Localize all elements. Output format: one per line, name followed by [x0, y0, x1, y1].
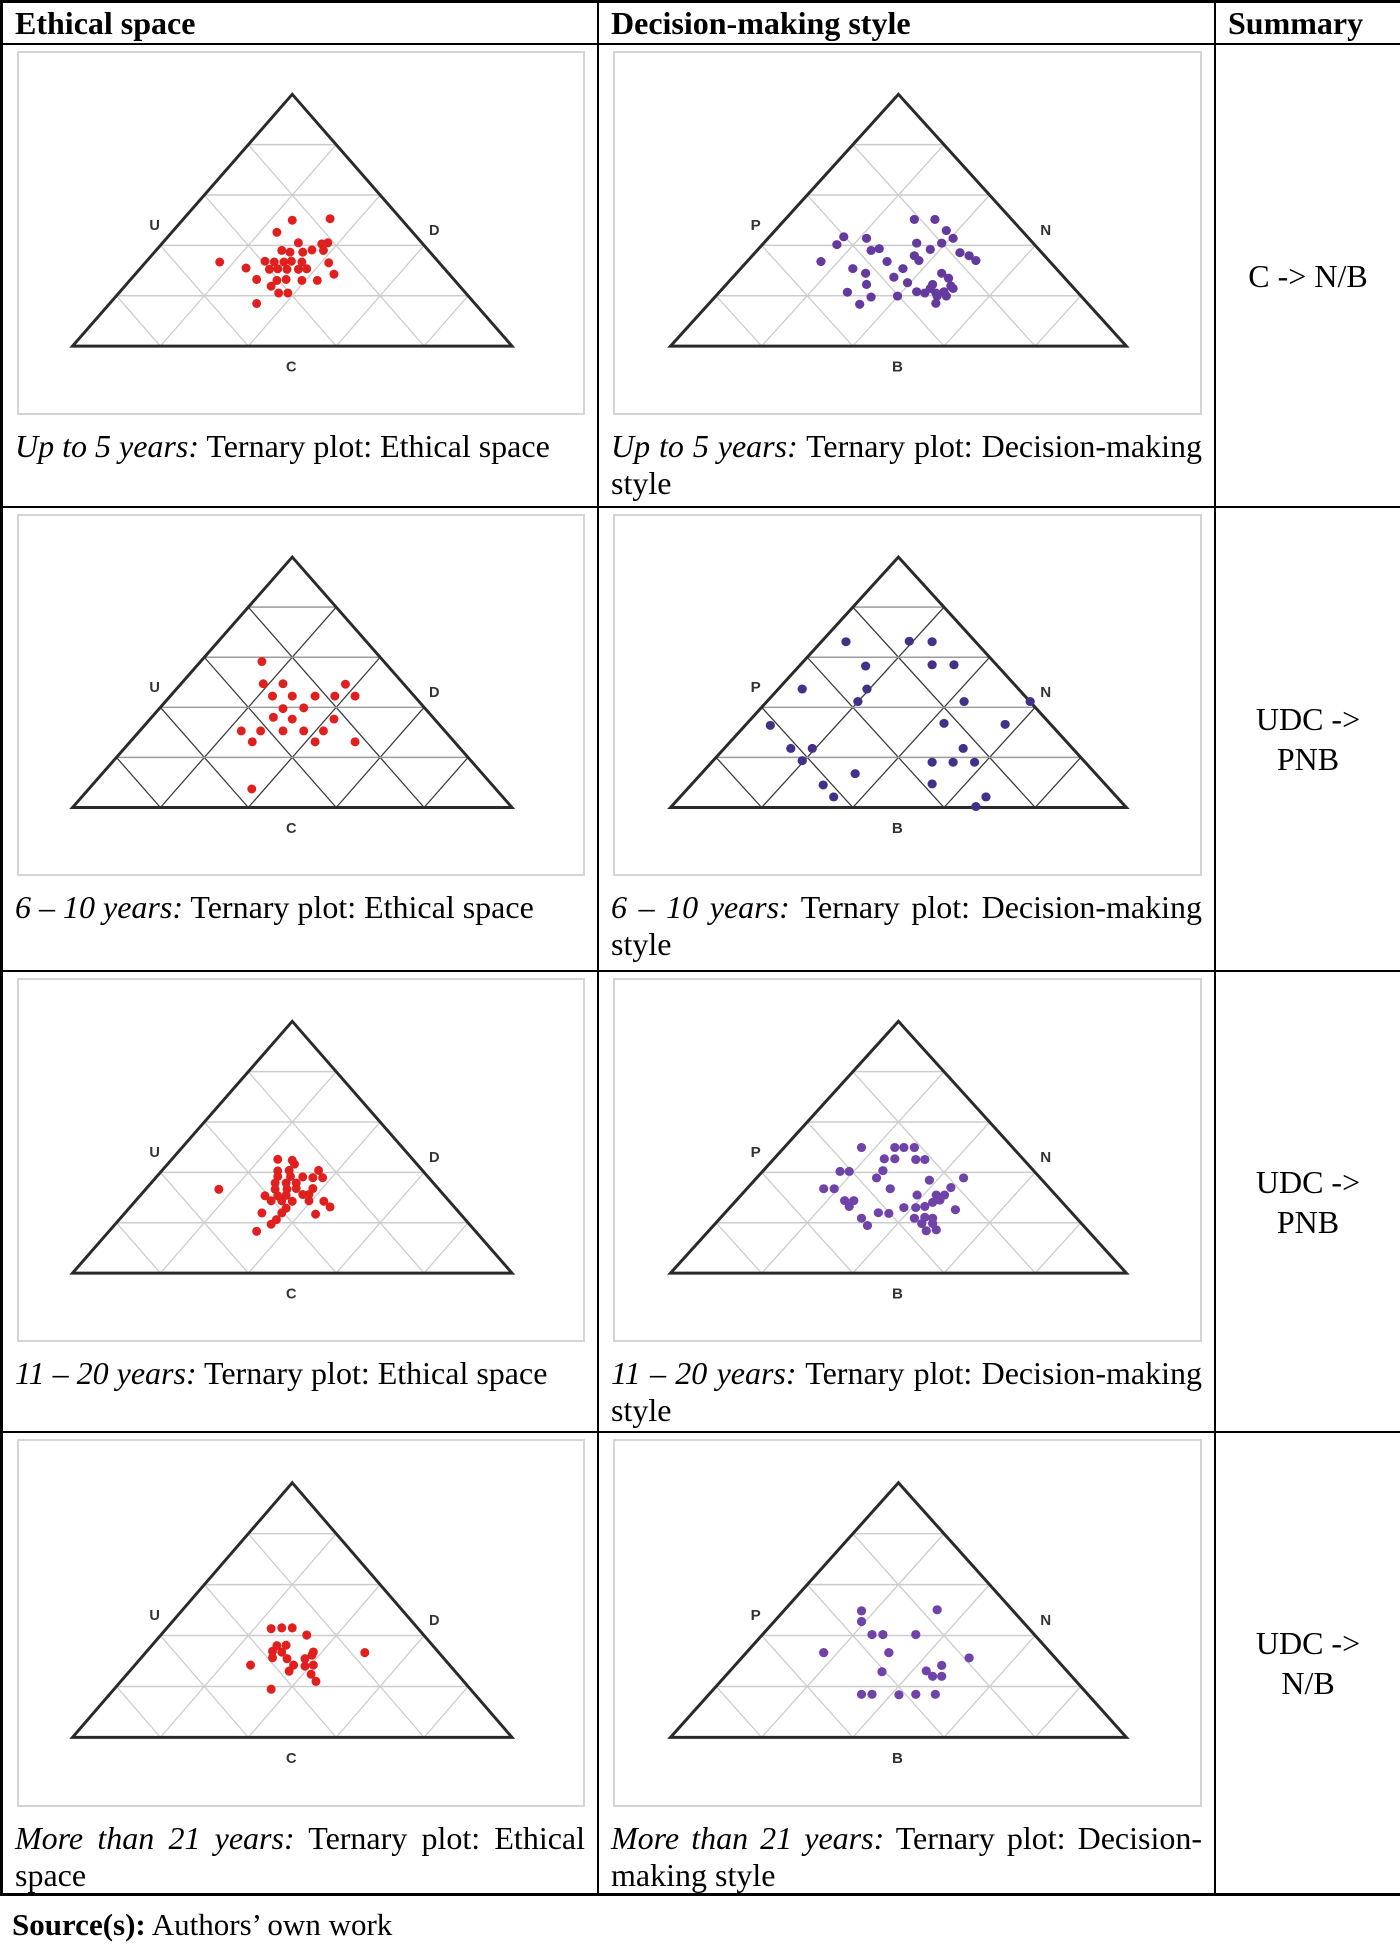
ternary-plot-ethical-space-more-than-21-years: U D C: [17, 1439, 585, 1807]
plot-cell-decision-style-more-than-21-years: P N B: [599, 1433, 1216, 1816]
plot-cell-ethical-space-6-10-years: U D C: [3, 508, 599, 885]
data-points: [214, 1154, 335, 1236]
axis-label-right: D: [429, 1150, 440, 1166]
plot-cell-ethical-space-11-20-years: U D C: [3, 972, 599, 1351]
summary-cell-more-than-21-years: UDC -> N/B: [1216, 1433, 1400, 1893]
caption-period: More than 21 years:: [611, 1820, 885, 1856]
summary-line: N/B: [1281, 1665, 1335, 1701]
axis-label-bottom: B: [892, 1286, 903, 1303]
caption-ethical-space-11-20-years: 11 – 20 years: Ternary plot: Ethical spa…: [3, 1351, 599, 1433]
summary-cell-6-10-years: UDC -> PNB: [1216, 508, 1400, 972]
axis-label-bottom: B: [892, 821, 903, 837]
summary-line: PNB: [1276, 1203, 1340, 1240]
source-text: Authors’ own work: [145, 1907, 393, 1942]
axis-label-bottom: C: [286, 1287, 297, 1303]
data-points: [215, 214, 339, 309]
ternary-plot-ethical-space-up-to-5-years: U D C: [17, 51, 585, 415]
axis-label-left: P: [751, 1144, 761, 1161]
axis-label-left: U: [149, 1608, 160, 1624]
caption-ethical-space-6-10-years: 6 – 10 years: Ternary plot: Ethical spac…: [3, 885, 599, 972]
axis-label-bottom: B: [892, 1750, 903, 1767]
caption-period: Up to 5 years:: [611, 428, 798, 464]
axis-label-left: P: [751, 217, 761, 234]
caption-period: 11 – 20 years:: [611, 1355, 797, 1391]
column-header-decision-making-style: Decision-making style: [599, 3, 1216, 45]
summary-line: C -> N/B: [1248, 257, 1368, 294]
source-note: Source(s): Authors’ own work: [0, 1896, 1400, 1943]
results-table: Ethical space Decision-making style Summ…: [0, 0, 1400, 1896]
axis-label-left: P: [751, 680, 761, 696]
caption-text: Ternary plot: Decision-making style: [611, 428, 1203, 501]
axis-label-right: N: [1040, 222, 1051, 239]
plot-cell-decision-style-up-to-5-years: P N B: [599, 45, 1216, 424]
axis-label-left: U: [149, 1145, 160, 1161]
axis-label-bottom: C: [286, 360, 297, 376]
summary-cell-up-to-5-years: C -> N/B: [1216, 45, 1400, 508]
data-points: [246, 1623, 370, 1694]
caption-ethical-space-more-than-21-years: More than 21 years: Ternary plot: Ethica…: [3, 1816, 599, 1893]
caption-period: 6 – 10 years:: [611, 889, 790, 925]
caption-period: 6 – 10 years:: [15, 889, 183, 925]
axis-label-right: D: [429, 685, 440, 701]
axis-label-right: N: [1040, 1612, 1051, 1629]
axis-label-left: U: [149, 218, 160, 234]
caption-ethical-space-up-to-5-years: Up to 5 years: Ternary plot: Ethical spa…: [3, 424, 599, 508]
caption-period: More than 21 years:: [15, 1820, 295, 1856]
ternary-plot-ethical-space-11-20-years: U D C: [17, 978, 585, 1342]
source-label: Source(s):: [12, 1907, 146, 1942]
plot-cell-ethical-space-more-than-21-years: U D C: [3, 1433, 599, 1816]
data-points: [236, 657, 360, 794]
caption-text: Ternary plot: Decision-making style: [611, 889, 1203, 962]
ternary-plot-decision-style-6-10-years: P N B: [613, 514, 1202, 876]
caption-text: Ternary plot: Ethical space: [198, 428, 550, 464]
caption-decision-style-6-10-years: 6 – 10 years: Ternary plot: Decision-mak…: [599, 885, 1216, 972]
axis-label-left: U: [149, 680, 160, 696]
caption-period: 11 – 20 years:: [15, 1355, 197, 1391]
caption-decision-style-up-to-5-years: Up to 5 years: Ternary plot: Decision-ma…: [599, 424, 1216, 508]
ternary-plot-ethical-space-6-10-years: U D C: [17, 514, 585, 876]
column-header-ethical-space: Ethical space: [3, 3, 599, 45]
ternary-plot-decision-style-more-than-21-years: P N B: [613, 1439, 1202, 1807]
summary-line: UDC ->: [1255, 1625, 1361, 1661]
data-points: [819, 1142, 969, 1236]
data-points: [816, 214, 981, 309]
axis-label-right: N: [1040, 1149, 1051, 1166]
caption-text: Ternary plot: Decision-making style: [611, 1355, 1203, 1428]
axis-label-bottom: B: [892, 359, 903, 376]
summary-line: PNB: [1276, 741, 1340, 777]
axis-label-bottom: C: [286, 1751, 297, 1767]
caption-period: Up to 5 years:: [15, 428, 199, 464]
summary-line: UDC ->: [1255, 1163, 1361, 1200]
axis-label-right: D: [429, 1613, 440, 1629]
caption-text: Ternary plot: Ethical space: [15, 1820, 586, 1893]
ternary-plot-decision-style-up-to-5-years: P N B: [613, 51, 1202, 415]
summary-line: UDC ->: [1255, 701, 1361, 737]
plot-cell-decision-style-11-20-years: P N B: [599, 972, 1216, 1351]
axis-label-right: D: [429, 223, 440, 239]
data-points: [765, 636, 1035, 812]
caption-text: Ternary plot: Decision-making style: [611, 1820, 1203, 1893]
ternary-plot-decision-style-11-20-years: P N B: [613, 978, 1202, 1342]
axis-label-left: P: [751, 1607, 761, 1624]
caption-text: Ternary plot: Ethical space: [196, 1355, 548, 1391]
axis-label-right: N: [1040, 685, 1051, 701]
summary-cell-11-20-years: UDC -> PNB: [1216, 972, 1400, 1433]
plot-cell-ethical-space-up-to-5-years: U D C: [3, 45, 599, 424]
caption-decision-style-11-20-years: 11 – 20 years: Ternary plot: Decision-ma…: [599, 1351, 1216, 1433]
data-points: [819, 1605, 974, 1700]
caption-text: Ternary plot: Ethical space: [182, 889, 534, 925]
caption-decision-style-more-than-21-years: More than 21 years: Ternary plot: Decisi…: [599, 1816, 1216, 1893]
axis-label-bottom: C: [286, 821, 297, 837]
column-header-summary: Summary: [1216, 3, 1400, 45]
plot-cell-decision-style-6-10-years: P N B: [599, 508, 1216, 885]
